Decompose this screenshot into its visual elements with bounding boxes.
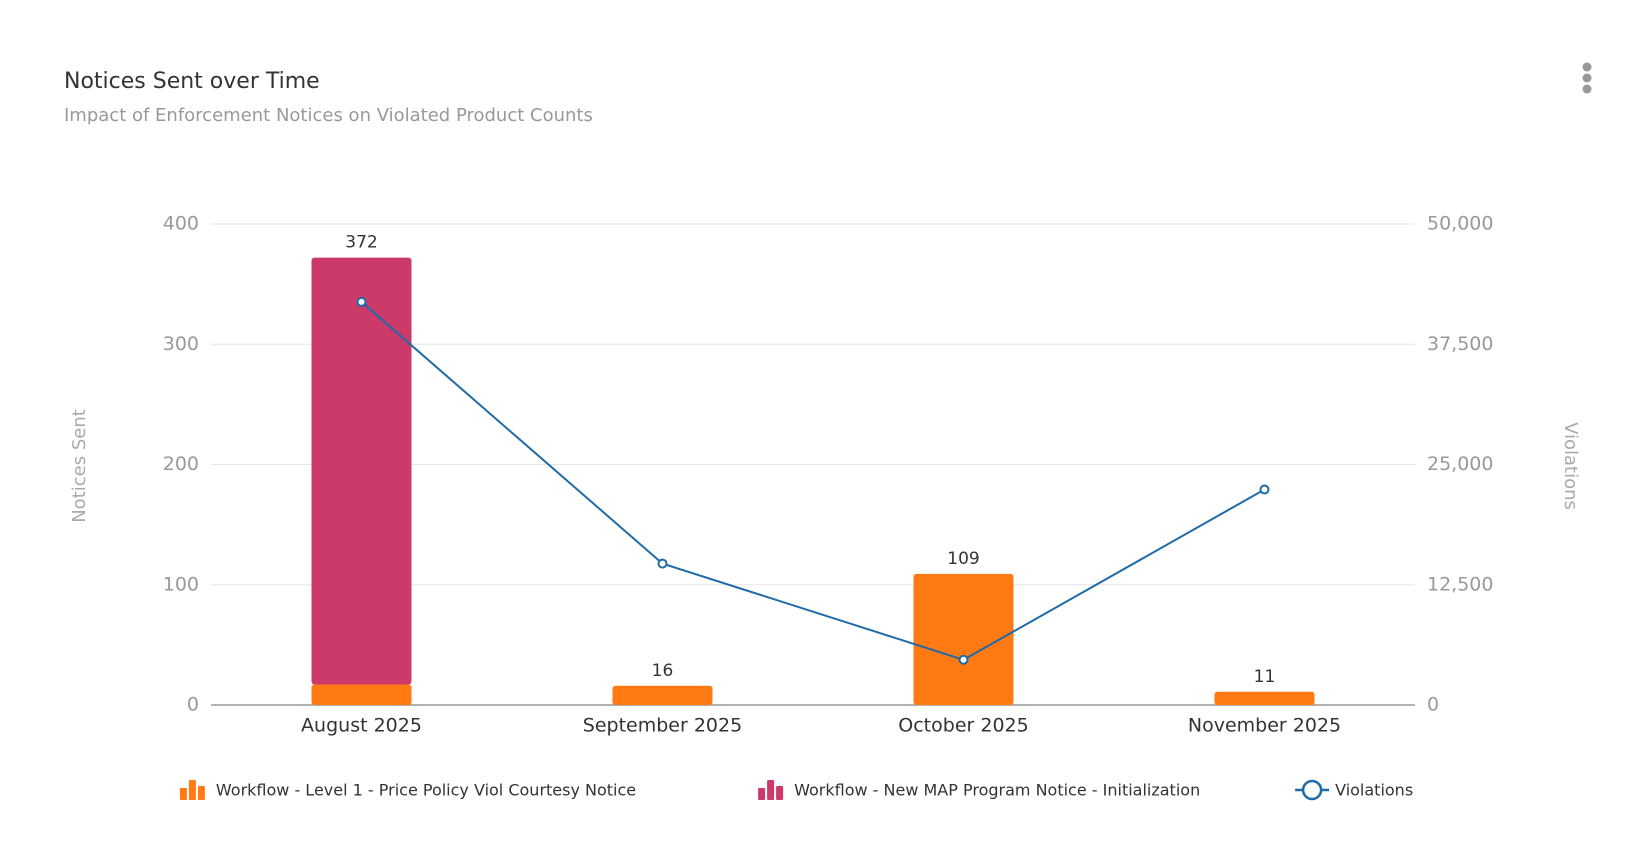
bar <box>311 684 412 705</box>
legend-icon <box>776 786 784 800</box>
legend-item[interactable]: Workflow - Level 1 - Price Policy Viol C… <box>179 780 636 800</box>
bar <box>612 685 713 705</box>
legend-icon <box>767 780 775 800</box>
bar <box>311 257 412 685</box>
y-tick-label: 0 <box>187 694 199 716</box>
legend-item[interactable]: Workflow - New MAP Program Notice - Init… <box>758 780 1200 800</box>
y2-tick-label: 37,500 <box>1427 333 1493 355</box>
x-tick-label: October 2025 <box>898 715 1028 737</box>
x-tick-label: November 2025 <box>1188 715 1341 737</box>
y2-tick-label: 50,000 <box>1427 213 1493 235</box>
x-tick-label: August 2025 <box>301 715 422 737</box>
bar <box>913 573 1014 705</box>
chart-subtitle: Impact of Enforcement Notices on Violate… <box>64 105 593 126</box>
point <box>657 558 668 569</box>
point <box>958 654 969 665</box>
menu-button[interactable] <box>1582 62 1592 94</box>
data-label: 11 <box>1254 667 1276 687</box>
chart-title: Notices Sent over Time <box>64 69 320 94</box>
data-label: 16 <box>652 661 674 681</box>
legend-label: Workflow - Level 1 - Price Policy Viol C… <box>216 781 636 800</box>
legend-label: Workflow - New MAP Program Notice - Init… <box>794 781 1200 800</box>
point <box>1259 484 1270 495</box>
y-tick-label: 100 <box>163 573 199 595</box>
y2-tick-label: 0 <box>1427 694 1439 716</box>
legend-icon <box>197 786 205 800</box>
line <box>360 301 1265 661</box>
y-tick-label: 300 <box>163 333 199 355</box>
legend-icon <box>179 788 187 800</box>
y-tick-label: 400 <box>163 213 199 235</box>
y2-axis-title: Violations <box>1560 422 1581 510</box>
legend-icon <box>188 780 196 800</box>
y-tick-label: 200 <box>163 453 199 475</box>
data-label: 109 <box>947 549 979 569</box>
bar <box>1214 691 1315 705</box>
y2-tick-label: 12,500 <box>1427 573 1493 595</box>
legend-item[interactable]: Violations <box>1295 779 1413 801</box>
data-label: 372 <box>345 233 377 253</box>
legend-icon <box>1301 779 1323 801</box>
legend-icon <box>758 788 766 800</box>
x-tick-label: September 2025 <box>583 715 742 737</box>
point <box>356 296 367 307</box>
legend-label: Violations <box>1335 781 1413 800</box>
y2-tick-label: 25,000 <box>1427 453 1493 475</box>
y-axis-title: Notices Sent <box>69 409 90 523</box>
